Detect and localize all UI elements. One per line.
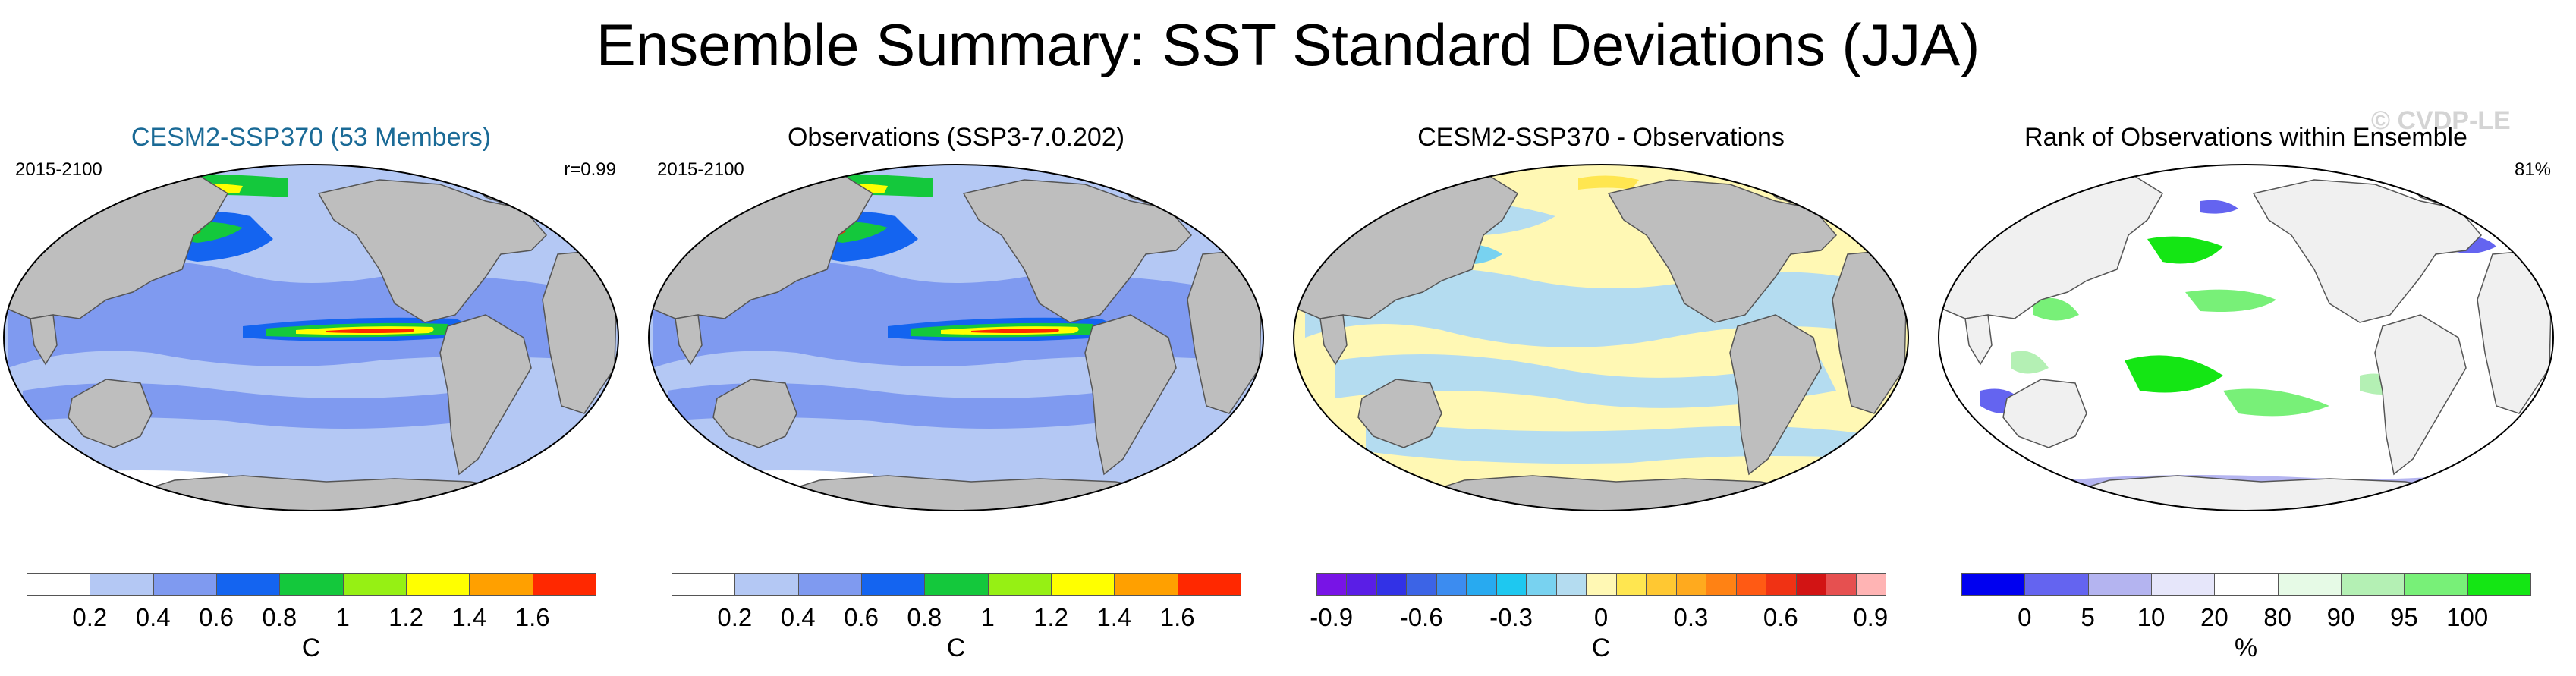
colorbar-tick-label: 20 [2200, 603, 2228, 631]
percent-label: 81% [2514, 159, 2551, 180]
colorbar-tick-label: 100 [2446, 603, 2489, 631]
colorbar-tick-label: 1.6 [514, 603, 550, 631]
colorbar-box [2087, 573, 2152, 596]
colorbar-box [1406, 573, 1437, 596]
period-label: 2015-2100 [15, 159, 102, 180]
watermark: © CVDP-LE [2371, 106, 2511, 135]
sst-map [648, 164, 1264, 511]
colorbar-box [1555, 573, 1587, 596]
panel-rank: Rank of Observations within Ensemble 81%… [1935, 114, 2557, 676]
panel-observations: Observations (SSP3-7.0.202) 2015-2100 0.… [645, 114, 1267, 676]
colorbar-box [987, 573, 1052, 596]
colorbar-tick-label: 1.2 [1033, 603, 1068, 631]
correlation-label: r=0.99 [564, 159, 616, 180]
colorbar-box [90, 573, 154, 596]
colorbar-box [1615, 573, 1647, 596]
colorbar-box [1646, 573, 1677, 596]
colorbar-tick-label: 5 [2081, 603, 2095, 631]
colorbar-tick-label: 1.2 [388, 603, 423, 631]
colorbar-unit-label: C [1591, 634, 1611, 662]
colorbar-tick-label: 0.6 [844, 603, 879, 631]
sst-map [3, 164, 619, 511]
colorbar-box [672, 573, 736, 596]
colorbar-tick-label: 0.8 [262, 603, 297, 631]
colorbar-tick-label: 1 [335, 603, 350, 631]
colorbar-box [1466, 573, 1497, 596]
colorbar-tick-label: 0 [1593, 603, 1609, 631]
colorbar-tick-label: 1 [980, 603, 995, 631]
colorbar-box [216, 573, 281, 596]
colorbar-box [797, 573, 862, 596]
figure-title: Ensemble Summary: SST Standard Deviation… [596, 11, 1980, 78]
colorbar-tick-label: 10 [2137, 603, 2166, 631]
colorbar-box [1496, 573, 1527, 596]
colorbar-tick-label: 80 [2263, 603, 2292, 631]
colorbar-box [1855, 573, 1886, 596]
panel-difference: CESM2-SSP370 - Observations -0.9 -0.6 -0.3… [1290, 114, 1912, 676]
colorbar-box [1675, 573, 1707, 596]
colorbar-box [1376, 573, 1408, 596]
colorbar-tick-label: 0.8 [907, 603, 942, 631]
colorbar-box [1706, 573, 1737, 596]
colorbar-tick-label: 0.4 [135, 603, 171, 631]
colorbar-box [1346, 573, 1377, 596]
colorbar-box [924, 573, 989, 596]
colorbar-box [861, 573, 926, 596]
colorbar-tick-label: 1.4 [451, 603, 487, 631]
colorbar-box [532, 573, 596, 596]
colorbar-box [342, 573, 407, 596]
colorbar-tick-label: -0.9 [1310, 603, 1354, 631]
colorbar-box [1795, 573, 1827, 596]
colorbar-tick-label: 0.6 [1763, 603, 1798, 631]
panel-cesm2: CESM2-SSP370 (53 Members) 2015-2100 r=0.… [0, 114, 622, 676]
panel-title: Observations (SSP3-7.0.202) [787, 123, 1125, 152]
colorbar-box [2151, 573, 2216, 596]
colorbar-tick-label: 0.4 [780, 603, 816, 631]
colorbar-box [1114, 573, 1178, 596]
colorbar-box [279, 573, 344, 596]
colorbar-box [1961, 573, 2026, 596]
colorbar-box [1826, 573, 1857, 596]
colorbar-box [2341, 573, 2405, 596]
colorbar-box [2214, 573, 2279, 596]
colorbar-box [1526, 573, 1557, 596]
difference-map [1293, 164, 1909, 511]
panel-title: CESM2-SSP370 (53 Members) [131, 123, 492, 152]
colorbar-box [2404, 573, 2468, 596]
colorbar-tick-label: 0.9 [1853, 603, 1889, 631]
colorbar-tick-label: 0.2 [717, 603, 753, 631]
colorbar-box [734, 573, 799, 596]
colorbar-unit-label: % [2234, 634, 2258, 662]
colorbar-unit-label: C [946, 634, 966, 662]
colorbar-tick-label: -0.6 [1399, 603, 1443, 631]
colorbar-unit-label: C [301, 634, 321, 662]
colorbar-box [1436, 573, 1467, 596]
colorbar-tick-label: 90 [2326, 603, 2355, 631]
colorbar-box [1051, 573, 1115, 596]
colorbar-box [2467, 573, 2531, 596]
colorbar-box [2024, 573, 2089, 596]
colorbar-tick-label: 0.2 [72, 603, 108, 631]
rank-map [1938, 164, 2554, 511]
colorbar-box [1766, 573, 1797, 596]
colorbar-box [2277, 573, 2342, 596]
colorbar-tick-label: 1.6 [1159, 603, 1195, 631]
colorbar-box [406, 573, 470, 596]
colorbar-tick-label: 95 [2389, 603, 2418, 631]
colorbar-box [1735, 573, 1767, 596]
colorbar-tick-label: 0.3 [1673, 603, 1709, 631]
colorbar-tick-label: -0.3 [1489, 603, 1533, 631]
colorbar-box [27, 573, 91, 596]
colorbar-tick-label: 1.4 [1096, 603, 1132, 631]
colorbar-box [469, 573, 533, 596]
panel-title: Rank of Observations within Ensemble [2024, 123, 2467, 152]
colorbar-box [153, 573, 217, 596]
colorbar-box [1177, 573, 1241, 596]
period-label: 2015-2100 [657, 159, 744, 180]
colorbar-box [1316, 573, 1348, 596]
colorbar-tick-label: 0.6 [199, 603, 234, 631]
colorbar-box [1586, 573, 1617, 596]
colorbar-tick-label: 0 [2018, 603, 2032, 631]
panel-title: CESM2-SSP370 - Observations [1417, 123, 1785, 152]
